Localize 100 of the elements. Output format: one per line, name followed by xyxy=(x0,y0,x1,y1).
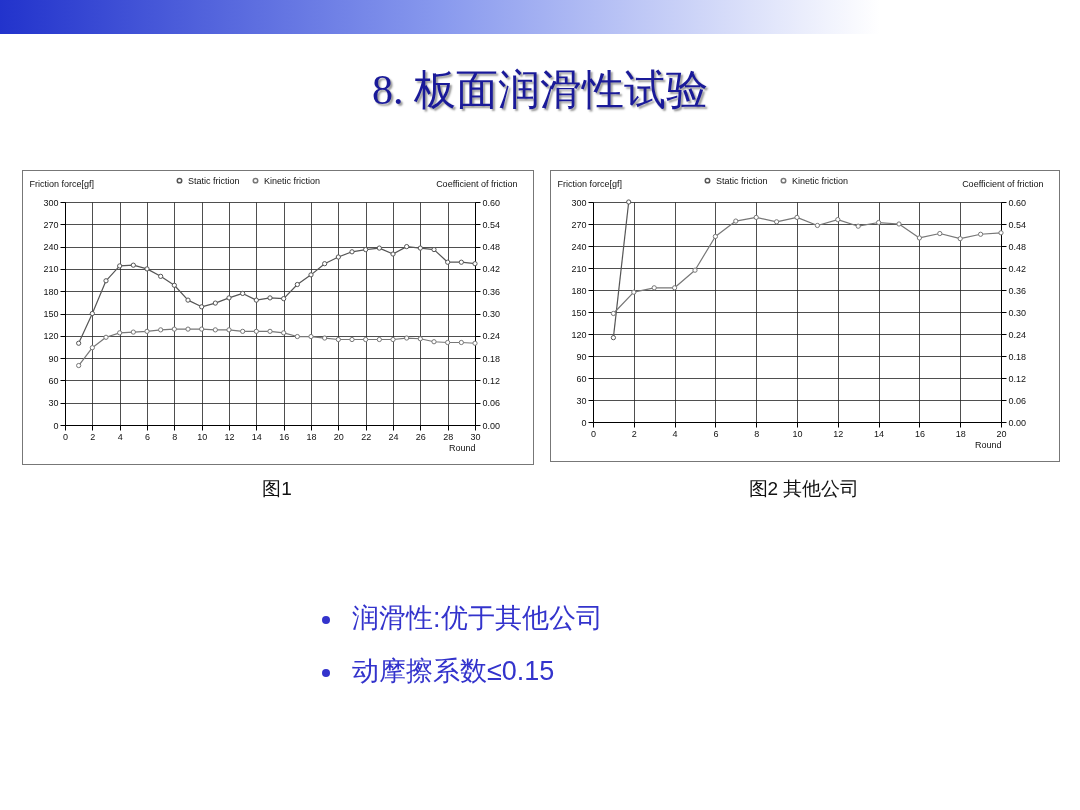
point xyxy=(417,245,423,251)
point xyxy=(712,233,719,240)
point xyxy=(431,339,437,345)
y2-tick-label: 0.54 xyxy=(482,219,501,230)
point xyxy=(185,326,191,332)
x-tick-label: 4 xyxy=(672,428,678,439)
point xyxy=(212,327,218,333)
point xyxy=(308,333,314,340)
point xyxy=(692,267,698,273)
y2-tick-label: 0.12 xyxy=(482,375,501,386)
legend-label: Kinetic friction xyxy=(792,175,849,186)
x-tick-label: 26 xyxy=(415,431,426,442)
point xyxy=(472,340,478,346)
y2-tick-label: 0.36 xyxy=(482,286,501,297)
x-tick-label: 12 xyxy=(833,428,844,439)
text: 润滑性:优于其他公司 xyxy=(352,603,603,633)
point xyxy=(199,326,205,332)
y2-tick-label: 0.06 xyxy=(1008,395,1027,406)
point xyxy=(199,304,205,310)
point xyxy=(185,297,191,303)
point xyxy=(404,335,410,341)
point xyxy=(626,199,632,205)
point xyxy=(322,261,328,267)
y-axis-title: Friction force[gf] xyxy=(557,178,623,189)
y2-tick-label: 0.00 xyxy=(1008,417,1027,428)
x-tick-label: 16 xyxy=(279,431,290,442)
point xyxy=(610,335,617,341)
point xyxy=(117,263,123,269)
point xyxy=(472,261,478,267)
point xyxy=(240,290,246,297)
y-tick-label: 90 xyxy=(576,351,587,362)
point xyxy=(158,273,164,279)
point xyxy=(835,216,841,223)
y-tick-label: 120 xyxy=(43,331,59,342)
x-axis-title: Round xyxy=(448,442,476,453)
point xyxy=(130,262,136,268)
point xyxy=(89,310,95,317)
point xyxy=(294,333,300,340)
y-tick-label: 120 xyxy=(571,329,587,340)
y-tick-label: 150 xyxy=(43,309,59,319)
y-tick-label: 0 xyxy=(53,420,59,431)
x-tick-label: 18 xyxy=(306,431,317,442)
point xyxy=(294,281,300,288)
point xyxy=(733,218,739,224)
y-tick-label: 270 xyxy=(43,219,59,230)
point xyxy=(281,330,287,336)
x-tick-label: 6 xyxy=(713,428,719,439)
x-tick-label: 20 xyxy=(333,431,344,442)
x-tick-label: 8 xyxy=(172,431,178,442)
point xyxy=(171,282,177,288)
x-tick-label: 24 xyxy=(388,431,399,442)
point xyxy=(89,345,95,351)
y2-tick-label: 0.48 xyxy=(1008,241,1027,252)
point xyxy=(445,259,451,265)
point xyxy=(363,336,369,343)
point xyxy=(130,329,136,335)
point xyxy=(144,328,150,334)
y2-tick-label: 0.60 xyxy=(1008,197,1027,208)
point xyxy=(896,221,902,227)
y-tick-label: 30 xyxy=(576,395,587,406)
point xyxy=(117,330,123,336)
x-tick-label: 14 xyxy=(251,431,262,442)
point xyxy=(376,336,382,343)
y2-tick-label: 0.24 xyxy=(482,331,501,342)
y-tick-label: 150 xyxy=(571,307,587,318)
y2-tick-label: 0.36 xyxy=(1008,285,1027,296)
y-tick-label: 180 xyxy=(571,285,587,296)
point xyxy=(875,219,882,226)
x-tick-label: 20 xyxy=(996,428,1007,439)
point xyxy=(267,328,273,334)
point xyxy=(226,327,232,333)
point xyxy=(103,278,109,284)
y2-tick-label: 0.12 xyxy=(1008,373,1027,384)
y2-axis-title: Coefficient of friction xyxy=(962,178,1044,189)
caption: 图1 xyxy=(261,477,293,501)
chart-title: 8. 板面润滑性试验 xyxy=(371,66,709,115)
y-tick-label: 240 xyxy=(571,241,587,252)
point xyxy=(814,222,821,229)
point xyxy=(322,335,328,341)
x-tick-label: 8 xyxy=(754,428,760,439)
x-tick-label: 28 xyxy=(443,431,454,442)
legend-label: Kinetic friction xyxy=(264,175,321,186)
point xyxy=(445,339,451,346)
point xyxy=(417,336,423,342)
point xyxy=(267,295,273,301)
point xyxy=(335,254,341,260)
point xyxy=(458,259,464,265)
x-tick-label: 10 xyxy=(792,428,803,439)
point xyxy=(103,334,109,340)
point xyxy=(212,300,218,306)
point xyxy=(390,251,396,257)
point xyxy=(349,249,355,255)
y-axis-title: Friction force[gf] xyxy=(29,178,95,189)
point xyxy=(937,230,943,237)
x-tick-label: 0 xyxy=(590,428,597,439)
y-tick-label: 210 xyxy=(571,263,587,274)
point xyxy=(431,246,437,253)
point xyxy=(171,326,177,332)
y-tick-label: 60 xyxy=(576,373,587,384)
point xyxy=(977,231,984,237)
